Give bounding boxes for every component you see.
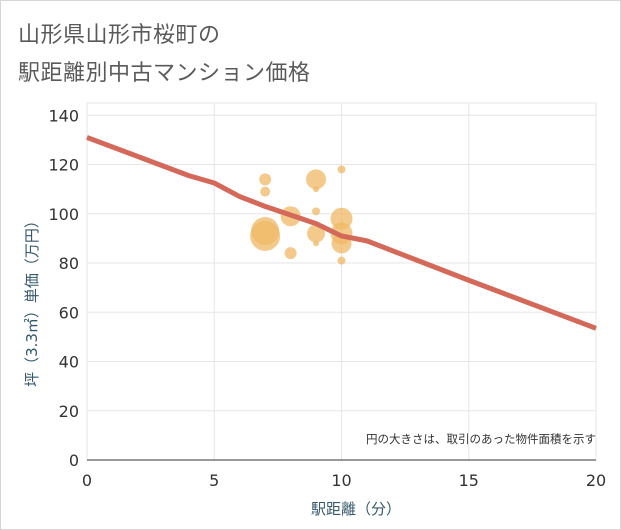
x-axis-ticks: 0 5 10 15 20 [82, 471, 606, 490]
chart-title-line2: 駅距離別中古マンション価格 [18, 61, 311, 86]
bubble-series [250, 165, 353, 265]
x-tick-label: 5 [209, 471, 219, 490]
y-tick-label: 20 [59, 402, 79, 421]
bubble-point [260, 186, 271, 197]
y-tick-label: 120 [48, 156, 79, 175]
y-tick-label: 40 [59, 353, 79, 372]
x-tick-label: 0 [82, 471, 92, 490]
bubble-point [259, 173, 272, 186]
y-tick-label: 0 [69, 451, 79, 470]
bubble-point [337, 165, 346, 174]
x-tick-label: 20 [586, 471, 606, 490]
trend-line-series [86, 135, 597, 331]
trend-line [86, 135, 597, 331]
bubble-point [251, 217, 280, 246]
bubble-point [284, 247, 297, 260]
x-axis-label: 駅距離（分） [311, 500, 401, 518]
bubble-point [312, 207, 321, 216]
bubble-point [307, 224, 326, 243]
chart-title-line1: 山形県山形市桜町の [18, 23, 221, 48]
bubble-point [337, 256, 346, 265]
y-axis-label: 坪（3.3㎡）単価（万円） [23, 213, 41, 387]
bubble-point [313, 240, 320, 247]
y-tick-label: 80 [59, 254, 79, 273]
y-tick-label: 60 [59, 303, 79, 322]
x-tick-label: 10 [331, 471, 351, 490]
y-axis-ticks: 0 20 40 60 80 100 120 140 [48, 106, 79, 470]
y-tick-label: 100 [48, 205, 79, 224]
bubble-point [313, 186, 320, 193]
y-tick-label: 140 [48, 106, 79, 125]
x-tick-label: 15 [459, 471, 479, 490]
bubble-point [306, 169, 327, 190]
bubble-size-note: 円の大きさは、取引のあった物件面積を示す [366, 432, 596, 446]
grid-lines [86, 102, 597, 461]
